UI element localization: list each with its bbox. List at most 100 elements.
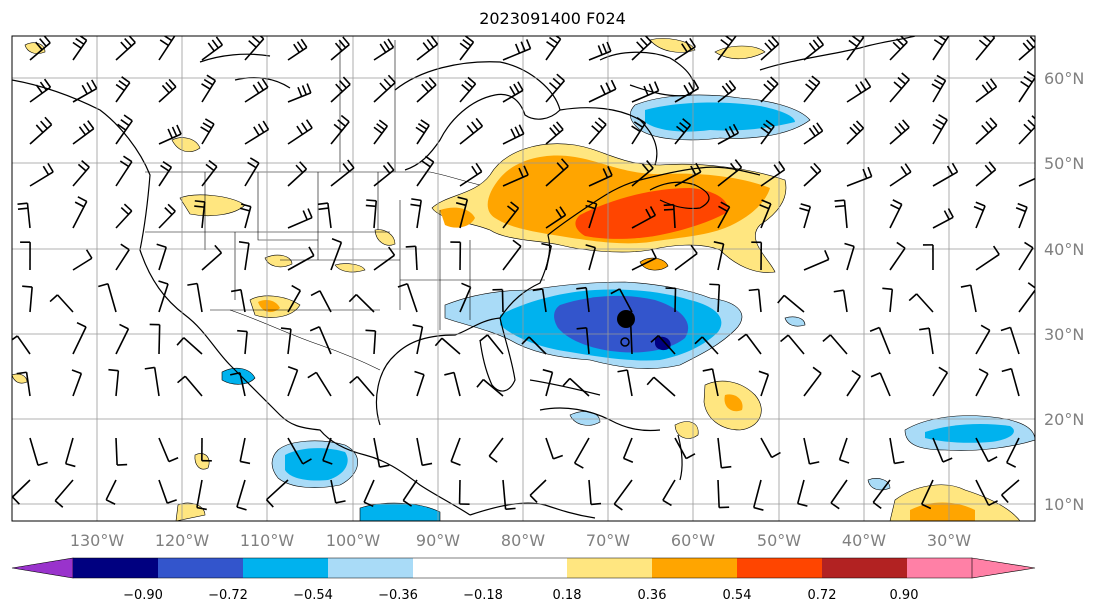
- wind-barb-icon: [322, 437, 333, 465]
- wind-barb-icon: [201, 244, 223, 271]
- wind-barb-icon: [115, 155, 133, 187]
- wind-barb-icon: [502, 201, 520, 229]
- wind-barb-icon: [115, 203, 133, 229]
- wind-barb-icon: [158, 203, 176, 229]
- wind-barb-icon: [287, 437, 312, 465]
- wind-barb-icon: [412, 324, 424, 355]
- wind-barb-icon: [889, 199, 903, 229]
- wind-barb-icon: [365, 329, 377, 355]
- wind-barb-icon: [588, 166, 613, 187]
- wind-barb-icon: [803, 366, 822, 397]
- wind-barb-icon: [759, 199, 772, 229]
- wind-barb-icon: [71, 369, 83, 397]
- wind-barb-icon: [799, 203, 812, 229]
- wind-barb-icon: [760, 161, 786, 187]
- wind-barb-icon: [502, 479, 516, 511]
- wind-barb-icon: [674, 162, 702, 187]
- wind-barb-icon: [488, 437, 504, 463]
- wind-barb-icon: [545, 121, 564, 145]
- colorbar-segment: [822, 558, 907, 578]
- wind-barb-icon: [532, 288, 547, 313]
- wind-barb-icon: [545, 158, 569, 187]
- wind-barb-icon: [502, 81, 524, 103]
- longitude-labels: 130°W 120°W 110°W 100°W 90°W 80°W 70°W 6…: [70, 531, 971, 550]
- gridlines: [12, 36, 1035, 521]
- wind-barb-icon: [317, 202, 332, 229]
- wind-barb-icon: [144, 366, 160, 397]
- wind-barb-icon: [502, 165, 529, 187]
- wind-barb-icon: [576, 327, 590, 355]
- wind-barb-icon: [932, 162, 959, 187]
- lon-label: 70°W: [586, 531, 630, 550]
- colorbar-tick-label: −0.36: [378, 588, 418, 603]
- wind-barb-icon: [17, 202, 31, 229]
- colorbar-tick-label: −0.54: [293, 588, 333, 603]
- wind-barb-icon: [717, 479, 730, 509]
- wind-barb-icon: [330, 76, 351, 103]
- wind-barb-icon: [244, 78, 269, 103]
- map-title: 2023091400 F024: [479, 9, 626, 28]
- wind-barb-icon: [287, 284, 302, 313]
- lon-label: 90°W: [416, 531, 460, 550]
- wind-barb-icon: [115, 76, 131, 103]
- wind-barb-icon: [244, 120, 270, 145]
- wind-barb-icon: [846, 369, 861, 397]
- wind-barb-icon: [310, 290, 332, 313]
- colorbar-segment: [328, 558, 413, 578]
- wind-barb-icon: [717, 36, 737, 61]
- wind-barb-icon: [230, 288, 246, 313]
- wind-barb-icon: [287, 38, 308, 61]
- wind-barb-icon: [156, 243, 167, 271]
- wind-barb-icon: [748, 288, 762, 313]
- wind-barb-icon: [416, 36, 439, 61]
- wind-barb-icon: [674, 118, 692, 145]
- wind-barb-icon: [187, 282, 203, 313]
- map-content: [12, 36, 1035, 521]
- wind-barb-icon: [975, 324, 991, 355]
- wind-barb-icon: [1018, 167, 1035, 187]
- wind-barb-icon: [521, 336, 547, 355]
- wind-barb-icon: [545, 206, 567, 229]
- wind-barb-icon: [674, 37, 696, 61]
- wind-barb-icon: [975, 78, 998, 103]
- lat-label: 60°N: [1044, 69, 1084, 88]
- wind-barb-icon: [373, 437, 390, 468]
- wind-barb-icon: [870, 372, 891, 397]
- wind-barb-icon: [158, 36, 176, 61]
- lon-label: 80°W: [501, 531, 545, 550]
- wind-barb-icon: [631, 248, 657, 271]
- political-borders: [145, 40, 545, 371]
- wind-barb-icon: [803, 249, 830, 271]
- wind-barb-icon: [309, 326, 332, 355]
- wind-barb-icon: [72, 249, 93, 271]
- wind-barb-icon: [663, 203, 676, 229]
- wind-barb-icon: [545, 437, 564, 460]
- wind-barb-icon: [492, 288, 504, 313]
- wind-barb-icon: [588, 79, 617, 103]
- wind-barb-icon: [230, 371, 246, 397]
- wind-barb-icon: [502, 124, 525, 145]
- wind-barb-icon: [236, 479, 247, 511]
- wind-barb-icon: [541, 242, 552, 271]
- wind-barb-icon: [844, 242, 855, 271]
- wind-barb-icon: [330, 159, 355, 187]
- wind-barb-icon: [975, 36, 996, 61]
- wind-barb-icon: [889, 241, 906, 271]
- wind-barb-icon: [713, 241, 725, 271]
- colorbar-segment: [907, 558, 972, 578]
- wind-barb-icon: [932, 208, 954, 229]
- wind-barb-icon: [455, 196, 469, 229]
- wind-barb-icon: [1018, 115, 1035, 145]
- wind-barb-icon: [838, 437, 850, 464]
- wind-barb-icon: [201, 36, 223, 61]
- wind-barb-icon: [545, 73, 565, 103]
- storm-secondary-marker: [620, 337, 630, 347]
- wind-barb-icon: [562, 377, 590, 397]
- wind-barb-icon: [307, 371, 332, 397]
- wind-barb-icon: [373, 119, 388, 145]
- wind-barb-icon: [402, 479, 418, 507]
- colorbar: −0.90 −0.72 −0.54 −0.36 −0.18 0.18 0.36 …: [11, 557, 1036, 603]
- wind-barb-icon: [760, 76, 779, 103]
- wind-barb-icon: [287, 246, 315, 271]
- wind-barb-icon: [405, 245, 418, 271]
